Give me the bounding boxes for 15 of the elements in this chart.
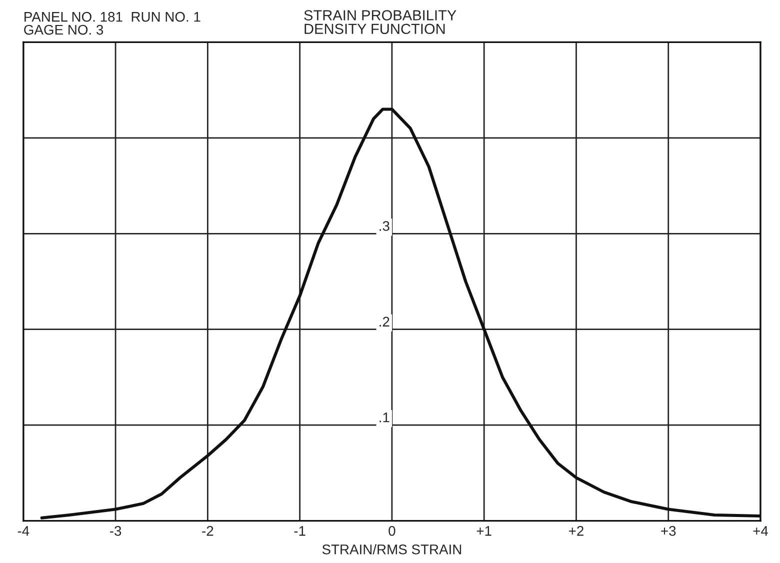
x-tick-label: -2	[202, 526, 214, 536]
x-axis-title: STRAIN/RMS STRAIN	[322, 544, 462, 554]
x-tick-label: 0	[388, 526, 396, 536]
x-tick-label: +4	[753, 526, 768, 536]
x-tick-label: -4	[18, 526, 30, 536]
chart-title: STRAIN PROBABILITY DENSITY FUNCTION	[304, 10, 456, 34]
x-tick-label: +1	[476, 526, 492, 536]
y-tick-label: .1	[380, 412, 390, 422]
y-tick-label: .3	[380, 221, 390, 231]
x-tick-label: +3	[661, 526, 676, 536]
text: PANEL NO. 181 RUN NO. 1 GAGE NO. 3	[24, 12, 200, 35]
x-tick-label: -3	[110, 526, 122, 536]
y-tick-label: .2	[380, 316, 390, 326]
x-tick-label: +2	[568, 526, 584, 536]
x-tick-label: -1	[294, 526, 306, 536]
